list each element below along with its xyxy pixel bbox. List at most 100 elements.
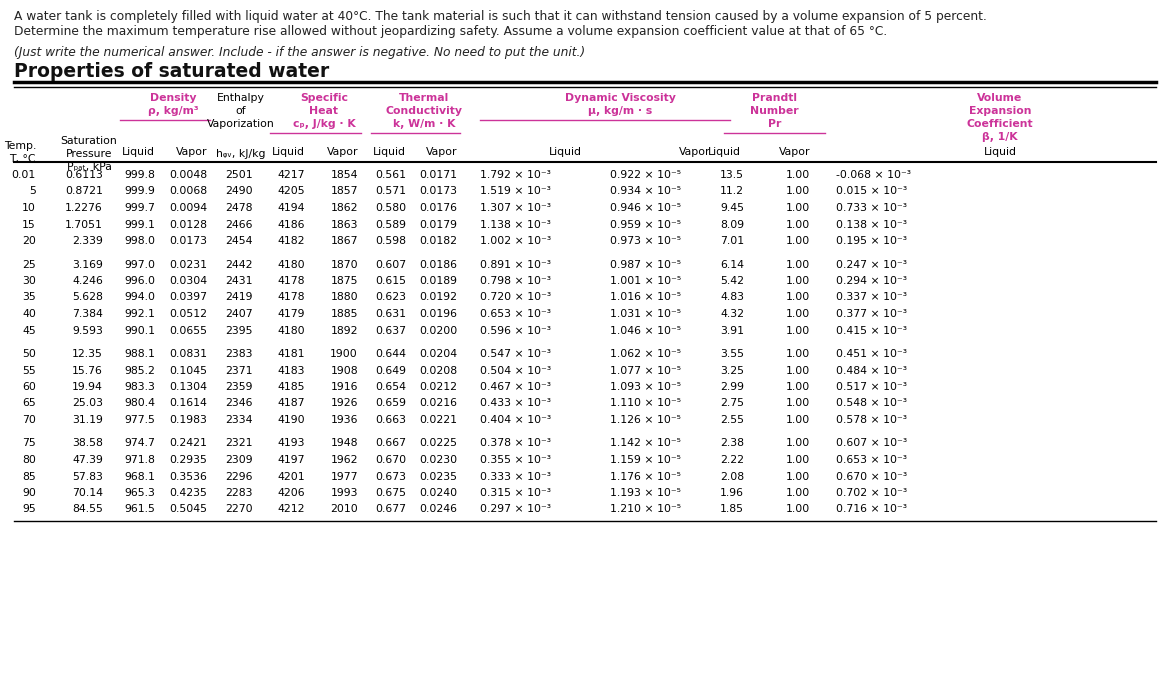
Text: 1.002 × 10⁻³: 1.002 × 10⁻³	[480, 236, 551, 246]
Text: 998.0: 998.0	[124, 236, 154, 246]
Text: 2321: 2321	[226, 439, 253, 449]
Text: 0.653 × 10⁻³: 0.653 × 10⁻³	[837, 455, 907, 465]
Text: 1867: 1867	[330, 236, 358, 246]
Text: 994.0: 994.0	[124, 292, 154, 302]
Text: 2.55: 2.55	[720, 415, 744, 425]
Text: 2270: 2270	[226, 504, 253, 515]
Text: -0.068 × 10⁻³: -0.068 × 10⁻³	[837, 170, 911, 180]
Text: 0.891 × 10⁻³: 0.891 × 10⁻³	[480, 260, 551, 269]
Text: 0.946 × 10⁻⁵: 0.946 × 10⁻⁵	[610, 203, 681, 213]
Text: 992.1: 992.1	[124, 309, 154, 319]
Text: 1.00: 1.00	[786, 236, 810, 246]
Text: 0.6113: 0.6113	[66, 170, 103, 180]
Text: 7.384: 7.384	[73, 309, 103, 319]
Text: 57.83: 57.83	[73, 471, 103, 481]
Text: 2.99: 2.99	[720, 382, 744, 392]
Text: 25.03: 25.03	[73, 399, 103, 409]
Text: 4178: 4178	[277, 292, 305, 302]
Text: 0.138 × 10⁻³: 0.138 × 10⁻³	[837, 220, 907, 229]
Text: 0.433 × 10⁻³: 0.433 × 10⁻³	[480, 399, 551, 409]
Text: 4212: 4212	[277, 504, 305, 515]
Text: 965.3: 965.3	[124, 488, 154, 498]
Text: 0.337 × 10⁻³: 0.337 × 10⁻³	[837, 292, 907, 302]
Text: 1.00: 1.00	[786, 504, 810, 515]
Text: 0.404 × 10⁻³: 0.404 × 10⁻³	[480, 415, 551, 425]
Text: 0.607 × 10⁻³: 0.607 × 10⁻³	[837, 439, 907, 449]
Text: 2431: 2431	[226, 276, 253, 286]
Text: 1.792 × 10⁻³: 1.792 × 10⁻³	[480, 170, 551, 180]
Text: 0.378 × 10⁻³: 0.378 × 10⁻³	[480, 439, 551, 449]
Text: 0.670: 0.670	[374, 455, 406, 465]
Text: 4183: 4183	[277, 365, 305, 376]
Text: 0.484 × 10⁻³: 0.484 × 10⁻³	[837, 365, 907, 376]
Text: 30: 30	[22, 276, 36, 286]
Text: 0.716 × 10⁻³: 0.716 × 10⁻³	[837, 504, 907, 515]
Text: hᵩᵥ, kJ/kg: hᵩᵥ, kJ/kg	[216, 149, 266, 159]
Text: 0.987 × 10⁻⁵: 0.987 × 10⁻⁵	[610, 260, 681, 269]
Text: 1.138 × 10⁻³: 1.138 × 10⁻³	[480, 220, 551, 229]
Text: 0.015 × 10⁻³: 0.015 × 10⁻³	[837, 186, 907, 197]
Text: 1.077 × 10⁻⁵: 1.077 × 10⁻⁵	[610, 365, 681, 376]
Text: 0.667: 0.667	[376, 439, 406, 449]
Text: 1.062 × 10⁻⁵: 1.062 × 10⁻⁵	[610, 349, 681, 359]
Text: 7.01: 7.01	[720, 236, 744, 246]
Text: 1.00: 1.00	[786, 439, 810, 449]
Text: 0.0246: 0.0246	[419, 504, 457, 515]
Text: 977.5: 977.5	[124, 415, 154, 425]
Text: 1.046 × 10⁻⁵: 1.046 × 10⁻⁵	[610, 325, 681, 336]
Text: 2010: 2010	[330, 504, 358, 515]
Text: 0.0179: 0.0179	[419, 220, 457, 229]
Text: 90: 90	[22, 488, 36, 498]
Text: 0.623: 0.623	[376, 292, 406, 302]
Text: 45: 45	[22, 325, 36, 336]
Text: 8.09: 8.09	[720, 220, 744, 229]
Text: 2283: 2283	[226, 488, 253, 498]
Text: 0.517 × 10⁻³: 0.517 × 10⁻³	[837, 382, 907, 392]
Text: 80: 80	[22, 455, 36, 465]
Text: 0.0216: 0.0216	[419, 399, 457, 409]
Text: 0.663: 0.663	[376, 415, 406, 425]
Text: Pressure: Pressure	[66, 149, 112, 159]
Text: 1.00: 1.00	[786, 415, 810, 425]
Text: 1.159 × 10⁻⁵: 1.159 × 10⁻⁵	[610, 455, 681, 465]
Text: 0.0225: 0.0225	[419, 439, 457, 449]
Text: 1.307 × 10⁻³: 1.307 × 10⁻³	[480, 203, 551, 213]
Text: 0.571: 0.571	[376, 186, 406, 197]
Text: Vapor: Vapor	[680, 147, 710, 157]
Text: 1948: 1948	[330, 439, 358, 449]
Text: 2478: 2478	[226, 203, 253, 213]
Text: k, W/m · K: k, W/m · K	[393, 119, 455, 129]
Text: 50: 50	[22, 349, 36, 359]
Text: 0.0304: 0.0304	[168, 276, 207, 286]
Text: 1.00: 1.00	[786, 170, 810, 180]
Text: 2359: 2359	[226, 382, 253, 392]
Text: 0.4235: 0.4235	[170, 488, 207, 498]
Text: 15.76: 15.76	[73, 365, 103, 376]
Text: Liquid: Liquid	[549, 147, 581, 157]
Text: 4190: 4190	[277, 415, 305, 425]
Text: 0.0831: 0.0831	[168, 349, 207, 359]
Text: A water tank is completely filled with liquid water at 40°C. The tank material i: A water tank is completely filled with l…	[14, 10, 986, 23]
Text: 1916: 1916	[330, 382, 358, 392]
Text: 19.94: 19.94	[73, 382, 103, 392]
Text: 1863: 1863	[330, 220, 358, 229]
Text: 84.55: 84.55	[73, 504, 103, 515]
Text: Thermal: Thermal	[399, 93, 449, 103]
Text: 1.176 × 10⁻⁵: 1.176 × 10⁻⁵	[610, 471, 681, 481]
Text: 0.580: 0.580	[374, 203, 406, 213]
Text: 0.653 × 10⁻³: 0.653 × 10⁻³	[480, 309, 551, 319]
Text: of: of	[235, 106, 247, 116]
Text: Pr: Pr	[768, 119, 782, 129]
Text: Number: Number	[750, 106, 799, 116]
Text: 1977: 1977	[330, 471, 358, 481]
Text: 1.00: 1.00	[786, 488, 810, 498]
Text: 0.0221: 0.0221	[419, 415, 457, 425]
Text: 0.649: 0.649	[376, 365, 406, 376]
Text: 0.0189: 0.0189	[419, 276, 457, 286]
Text: 0.607: 0.607	[374, 260, 406, 269]
Text: 2490: 2490	[226, 186, 253, 197]
Text: 0.504 × 10⁻³: 0.504 × 10⁻³	[480, 365, 551, 376]
Text: 2466: 2466	[226, 220, 253, 229]
Text: 0.934 × 10⁻⁵: 0.934 × 10⁻⁵	[610, 186, 681, 197]
Text: 0.659: 0.659	[376, 399, 406, 409]
